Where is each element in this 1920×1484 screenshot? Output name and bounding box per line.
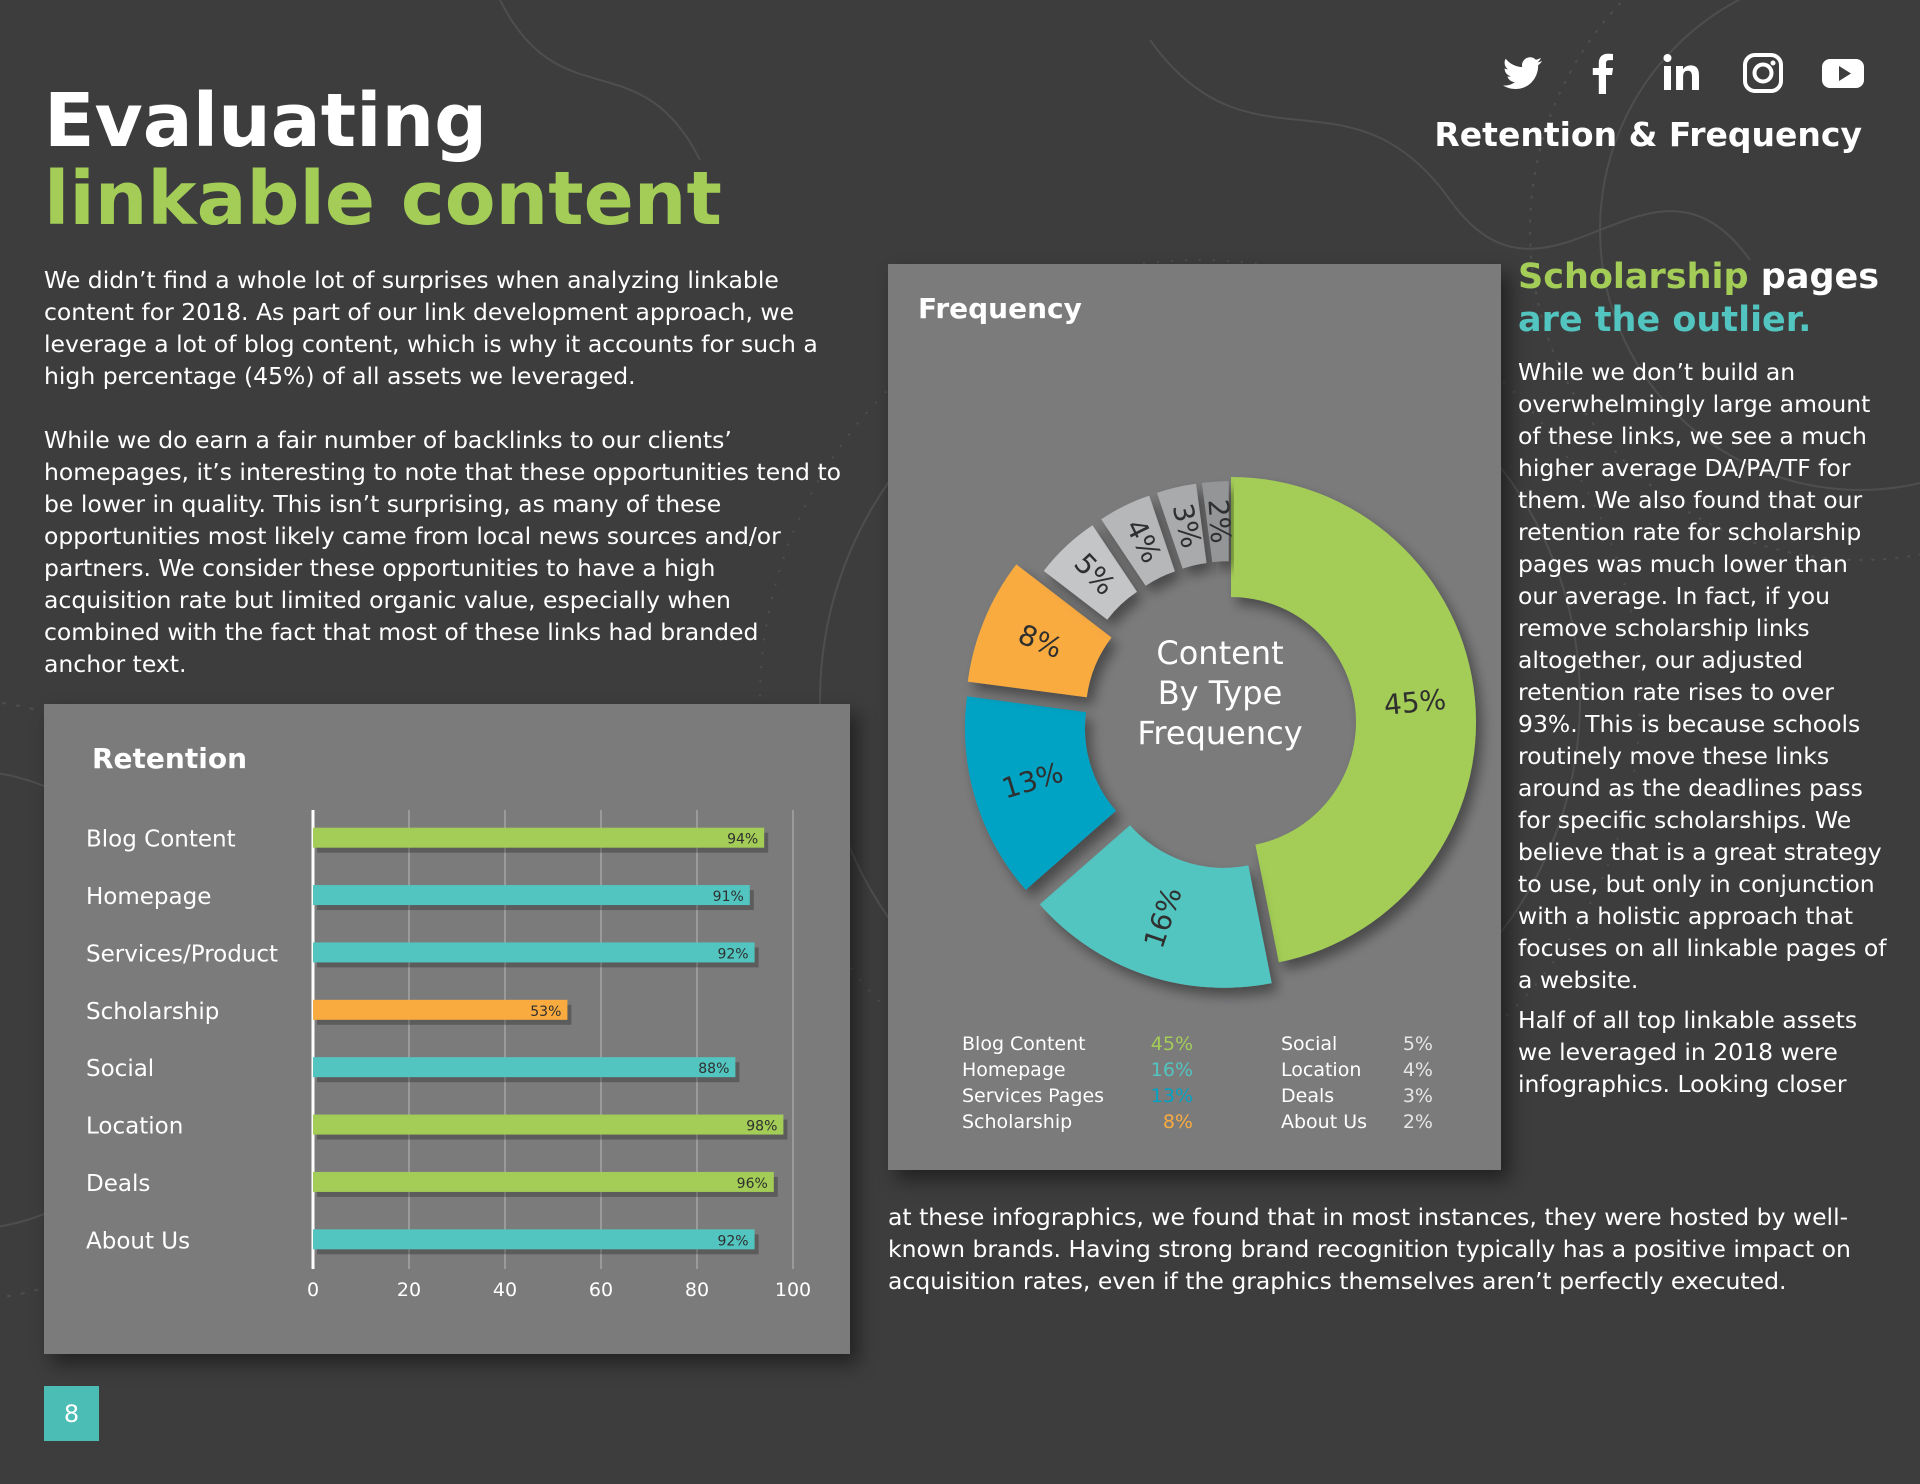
- scholarship-heading-word: Scholarship: [1518, 257, 1749, 297]
- frequency-chart-panel: Frequency 45% 16% 13% 8% 5% 4% 3% 2% Content By T…: [888, 264, 1501, 1170]
- legend-value: 8%: [1163, 1111, 1193, 1133]
- bar-value-label: 98%: [746, 1119, 777, 1135]
- donut-slice: [1231, 477, 1476, 963]
- x-tick-label: 0: [307, 1279, 319, 1301]
- donut-center-label: Frequency: [1137, 714, 1302, 752]
- donut-slice-group: 5%: [1043, 525, 1137, 620]
- donut-slice-group: 8%: [967, 564, 1112, 698]
- title-line-1: Evaluating: [44, 78, 488, 164]
- retention-chart-panel: Retention 0 20 40 60 80 100 Blog Content 94% Hom…: [44, 704, 850, 1354]
- slice-label: 3%: [1166, 501, 1208, 552]
- intro-text: We didn’t find a whole lot of surprises …: [44, 264, 844, 712]
- instagram-icon[interactable]: [1738, 48, 1788, 98]
- category-label: Blog Content: [86, 827, 236, 853]
- bar: [313, 1171, 774, 1192]
- donut-slice: [964, 696, 1116, 890]
- scholarship-heading-pages: pages: [1748, 257, 1880, 297]
- category-label: Services/Product: [86, 941, 278, 967]
- linkedin-icon[interactable]: [1658, 48, 1708, 98]
- legend-value: 16%: [1151, 1059, 1193, 1081]
- category-label: Location: [86, 1114, 183, 1140]
- scholarship-heading-line-2: are the outlier.: [1518, 300, 1812, 340]
- right-column-text: While we don’t build an overwhelmingly l…: [1518, 356, 1888, 1108]
- social-icons: [1498, 48, 1868, 98]
- donut-slice-group: 16%: [1039, 825, 1272, 988]
- legend-name: Deals: [1281, 1085, 1334, 1107]
- legend-value: 13%: [1151, 1085, 1193, 1107]
- legend-value: 45%: [1151, 1033, 1193, 1055]
- category-label: Deals: [86, 1171, 150, 1197]
- intro-paragraph-2: While we do earn a fair number of backli…: [44, 426, 842, 678]
- category-label: Homepage: [86, 884, 211, 910]
- donut-slice-group: 2%: [1201, 481, 1237, 563]
- x-tick-label: 60: [589, 1279, 613, 1301]
- facebook-icon[interactable]: [1578, 48, 1628, 98]
- legend-value: 3%: [1403, 1085, 1433, 1107]
- donut-center-label: Content: [1156, 634, 1283, 672]
- bar: [313, 1114, 784, 1135]
- bar: [313, 942, 755, 963]
- intro-paragraph-1: We didn’t find a whole lot of surprises …: [44, 266, 818, 390]
- legend-name: Blog Content: [962, 1033, 1086, 1055]
- category-label: Scholarship: [86, 999, 219, 1025]
- page-title: Evaluating linkable content: [44, 82, 722, 238]
- x-tick-label: 100: [775, 1279, 811, 1301]
- bar-value-label: 88%: [698, 1061, 729, 1077]
- right-paragraph-1: While we don’t build an overwhelmingly l…: [1518, 358, 1887, 994]
- bar-value-label: 94%: [727, 832, 758, 848]
- scholarship-heading: Scholarship pages are the outlier.: [1518, 256, 1888, 342]
- legend-value: 4%: [1403, 1059, 1433, 1081]
- donut-slice: [967, 564, 1112, 698]
- legend-value: 2%: [1403, 1111, 1433, 1133]
- bar-value-label: 92%: [717, 946, 748, 962]
- donut-slice-group: 45%: [1231, 477, 1476, 963]
- donut-slice: [1043, 525, 1137, 620]
- donut-slice: [1039, 825, 1272, 988]
- bar: [313, 1057, 736, 1078]
- bar: [313, 999, 568, 1020]
- donut-slice: [1101, 495, 1175, 586]
- section-label: Retention & Frequency: [1434, 115, 1862, 154]
- x-tick-label: 40: [493, 1279, 517, 1301]
- bar: [313, 1229, 755, 1250]
- retention-bar-chart: 0 20 40 60 80 100 Blog Content 94% Homepage 91% Se…: [86, 810, 811, 1301]
- x-tick-label: 80: [685, 1279, 709, 1301]
- youtube-icon[interactable]: [1818, 48, 1868, 98]
- donut-slice: [1201, 481, 1229, 563]
- title-line-2: linkable content: [44, 156, 722, 242]
- bar: [313, 827, 765, 848]
- bar-value-label: 53%: [530, 1004, 561, 1020]
- bar: [313, 885, 750, 906]
- slice-label: 45%: [1382, 683, 1447, 722]
- legend-name: Scholarship: [962, 1111, 1072, 1133]
- bar-value-label: 92%: [717, 1233, 748, 1249]
- donut-center-label: By Type: [1158, 674, 1283, 712]
- bar-value-label: 91%: [713, 889, 744, 905]
- page-number: 8: [44, 1386, 99, 1441]
- retention-chart-title: Retention: [92, 742, 248, 775]
- legend-name: Homepage: [962, 1059, 1066, 1081]
- frequency-chart-title: Frequency: [918, 292, 1082, 325]
- legend-name: Services Pages: [962, 1085, 1104, 1107]
- bottom-paragraph: at these infographics, we found that in …: [888, 1203, 1851, 1295]
- x-tick-label: 20: [397, 1279, 421, 1301]
- legend-name: About Us: [1281, 1111, 1367, 1133]
- category-label: About Us: [86, 1228, 190, 1254]
- donut-slice: [1156, 483, 1207, 569]
- twitter-icon[interactable]: [1498, 48, 1548, 98]
- bar-value-label: 96%: [737, 1176, 768, 1192]
- donut-slice-group: 13%: [964, 696, 1116, 890]
- legend-value: 5%: [1403, 1033, 1433, 1055]
- slice-label: 2%: [1201, 498, 1237, 544]
- right-paragraph-2: Half of all top linkable assets we lever…: [1518, 1006, 1858, 1098]
- legend-name: Location: [1281, 1059, 1361, 1081]
- legend-name: Social: [1281, 1033, 1337, 1055]
- category-label: Social: [86, 1056, 154, 1082]
